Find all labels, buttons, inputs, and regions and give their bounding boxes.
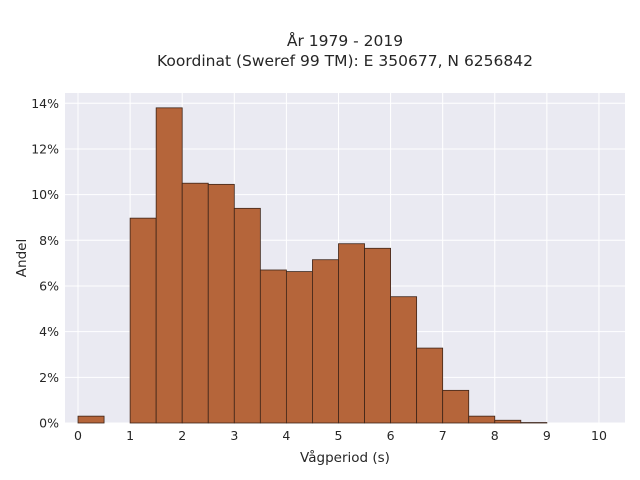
x-tick-label: 10: [591, 428, 607, 443]
x-tick-labels: 0 1 2 3 4 5 6 7 8 9 10: [74, 428, 607, 443]
histogram-bar: [338, 243, 365, 424]
histogram-bar: [129, 217, 157, 424]
chart-title-line-1: År 1979 - 2019: [287, 31, 403, 50]
x-tick-label: 2: [178, 428, 186, 443]
histogram-bar: [312, 259, 339, 424]
histogram-bars: [77, 107, 548, 424]
x-tick-label: 4: [282, 428, 290, 443]
y-tick-label: 2%: [39, 370, 59, 385]
chart-title-line-2: Koordinat (Sweref 99 TM): E 350677, N 62…: [157, 52, 533, 70]
histogram-bar: [468, 415, 496, 424]
y-tick-label: 10%: [31, 187, 59, 202]
histogram-bar: [77, 415, 105, 424]
x-tick-label: 7: [439, 428, 447, 443]
histogram-bar: [181, 182, 209, 424]
x-axis-label: Vågperiod (s): [300, 449, 390, 466]
x-tick-label: 5: [335, 428, 343, 443]
histogram-bar: [390, 296, 418, 424]
y-tick-label: 6%: [39, 278, 59, 293]
y-tick-label: 12%: [31, 141, 59, 156]
x-tick-label: 6: [387, 428, 395, 443]
y-axis-label: Andel: [14, 239, 30, 277]
chart-title: År 1979 - 2019 Koordinat (Sweref 99 TM):…: [157, 31, 533, 70]
y-tick-labels: 0% 2% 4% 6% 8% 10% 12% 14%: [31, 96, 59, 431]
x-tick-label: 1: [126, 428, 134, 443]
y-tick-label: 8%: [39, 233, 59, 248]
histogram-bar: [155, 107, 183, 424]
y-tick-label: 14%: [31, 96, 59, 111]
histogram-bar: [364, 247, 391, 424]
histogram-bar: [233, 207, 261, 424]
histogram-bar: [494, 419, 522, 424]
histogram-bar: [442, 389, 470, 424]
histogram-bar: [285, 271, 313, 424]
y-tick-label: 0%: [39, 416, 59, 431]
histogram-bar: [207, 183, 235, 424]
x-tick-label: 0: [74, 428, 82, 443]
x-tick-label: 3: [230, 428, 238, 443]
histogram-bar: [259, 269, 287, 424]
y-tick-label: 4%: [39, 324, 59, 339]
histogram-bar: [416, 347, 444, 424]
x-tick-label: 8: [491, 428, 499, 443]
x-tick-label: 9: [543, 428, 551, 443]
